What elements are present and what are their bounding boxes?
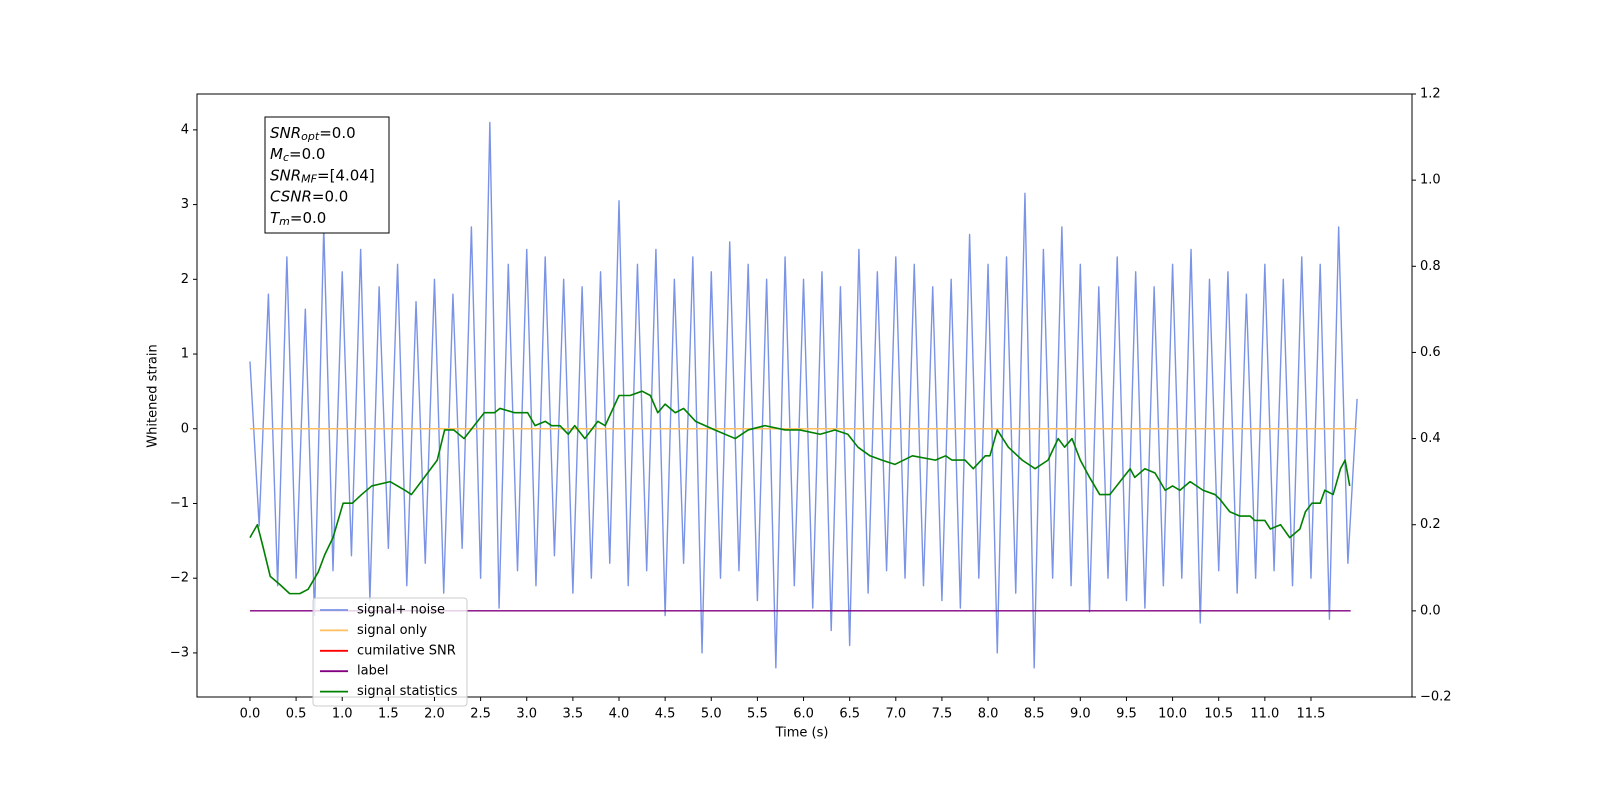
y2-tick-label: −0.2 <box>1420 690 1452 705</box>
legend: signal+ noise signal only cumilative SNR la… <box>312 597 468 707</box>
stats-subscript: MF <box>301 172 317 185</box>
x-tick-label: 4.0 <box>609 707 630 722</box>
x-tick-label: 3.0 <box>516 707 537 722</box>
stats-subscript: m <box>279 215 290 228</box>
x-tick-label: 6.0 <box>793 707 814 722</box>
y-tick-label: −2 <box>170 571 189 586</box>
x-tick-label: 3.5 <box>563 707 584 722</box>
stats-subscript: c <box>283 151 289 164</box>
y2-tick-label: 1.2 <box>1420 87 1441 102</box>
stats-line: CSNR=0.0 <box>270 187 348 205</box>
y-tick-label: 1 <box>181 347 189 362</box>
stats-line: Mc=0.0 <box>270 145 325 165</box>
y2-tick-label: 0.8 <box>1420 259 1441 274</box>
x-tick-label: 1.5 <box>378 707 399 722</box>
stats-value: =[4.04] <box>317 166 375 184</box>
legend-label: signal statistics <box>357 684 458 699</box>
y2-tick-label: 0.2 <box>1420 517 1441 532</box>
stats-line: Tm=0.0 <box>270 208 326 228</box>
y2-tick-label: 0.4 <box>1420 431 1441 446</box>
x-tick-label: 2.5 <box>470 707 491 722</box>
y-tick-label: 2 <box>181 272 189 287</box>
legend-frame <box>312 597 468 707</box>
x-tick-label: 7.5 <box>932 707 953 722</box>
x-tick-label: 5.5 <box>747 707 768 722</box>
series-line <box>249 390 1351 595</box>
x-tick-label: 4.5 <box>655 707 676 722</box>
x-tick-label: 0.5 <box>286 707 307 722</box>
stats-line: SNRopt=0.0 <box>270 124 356 144</box>
stats-subscript: opt <box>301 130 320 143</box>
x-tick-label: 2.0 <box>424 707 445 722</box>
x-tick-label: 11.5 <box>1296 707 1325 722</box>
plot-area <box>197 94 1412 697</box>
stats-symbol: CSNR <box>270 187 312 205</box>
stats-value: =0.0 <box>290 208 326 226</box>
y-axis-label: Whitened strain <box>146 344 161 447</box>
x-tick-label: 10.5 <box>1204 707 1233 722</box>
x-tick-label: 7.0 <box>885 707 906 722</box>
x-tick-label: 10.0 <box>1158 707 1187 722</box>
legend-label: signal only <box>357 623 427 638</box>
stats-symbol: M <box>270 145 283 163</box>
series-line <box>249 121 1358 669</box>
stats-box-frame <box>264 116 390 234</box>
legend-label: cumilative SNR <box>357 643 456 658</box>
x-tick-label: 9.0 <box>1070 707 1091 722</box>
y-tick-label: −3 <box>170 645 189 660</box>
legend-label: signal+ noise <box>357 603 445 618</box>
stats-box: SNRopt=0.0Mc=0.0SNRMF=[4.04]CSNR=0.0Tm=0… <box>264 116 390 234</box>
x-tick-label: 8.0 <box>978 707 999 722</box>
x-tick-label: 6.5 <box>839 707 860 722</box>
stats-symbol: SNR <box>270 124 301 142</box>
x-axis-label: Time (s) <box>775 726 829 741</box>
x-tick-label: 0.0 <box>240 707 261 722</box>
stats-line: SNRMF=[4.04] <box>270 166 375 186</box>
y2-tick-label: 0.0 <box>1420 603 1441 618</box>
y2-tick-label: 0.6 <box>1420 345 1441 360</box>
x-tick-label: 8.5 <box>1024 707 1045 722</box>
x-tick-label: 9.5 <box>1116 707 1137 722</box>
x-tick-label: 5.0 <box>701 707 722 722</box>
axes-frame <box>196 93 1413 698</box>
y2-tick-label: 1.0 <box>1420 173 1441 188</box>
x-tick-label: 11.0 <box>1250 707 1279 722</box>
y-tick-label: 0 <box>181 421 189 436</box>
stats-symbol: SNR <box>270 166 301 184</box>
stats-value: =0.0 <box>289 145 325 163</box>
stats-symbol: T <box>270 208 281 226</box>
y-tick-label: 4 <box>181 122 189 137</box>
x-tick-label: 1.0 <box>332 707 353 722</box>
y-tick-label: 3 <box>181 197 189 212</box>
y-tick-label: −1 <box>170 496 189 511</box>
stats-value: =0.0 <box>319 124 355 142</box>
legend-label: label <box>357 664 388 679</box>
stats-value: =0.0 <box>312 187 348 205</box>
